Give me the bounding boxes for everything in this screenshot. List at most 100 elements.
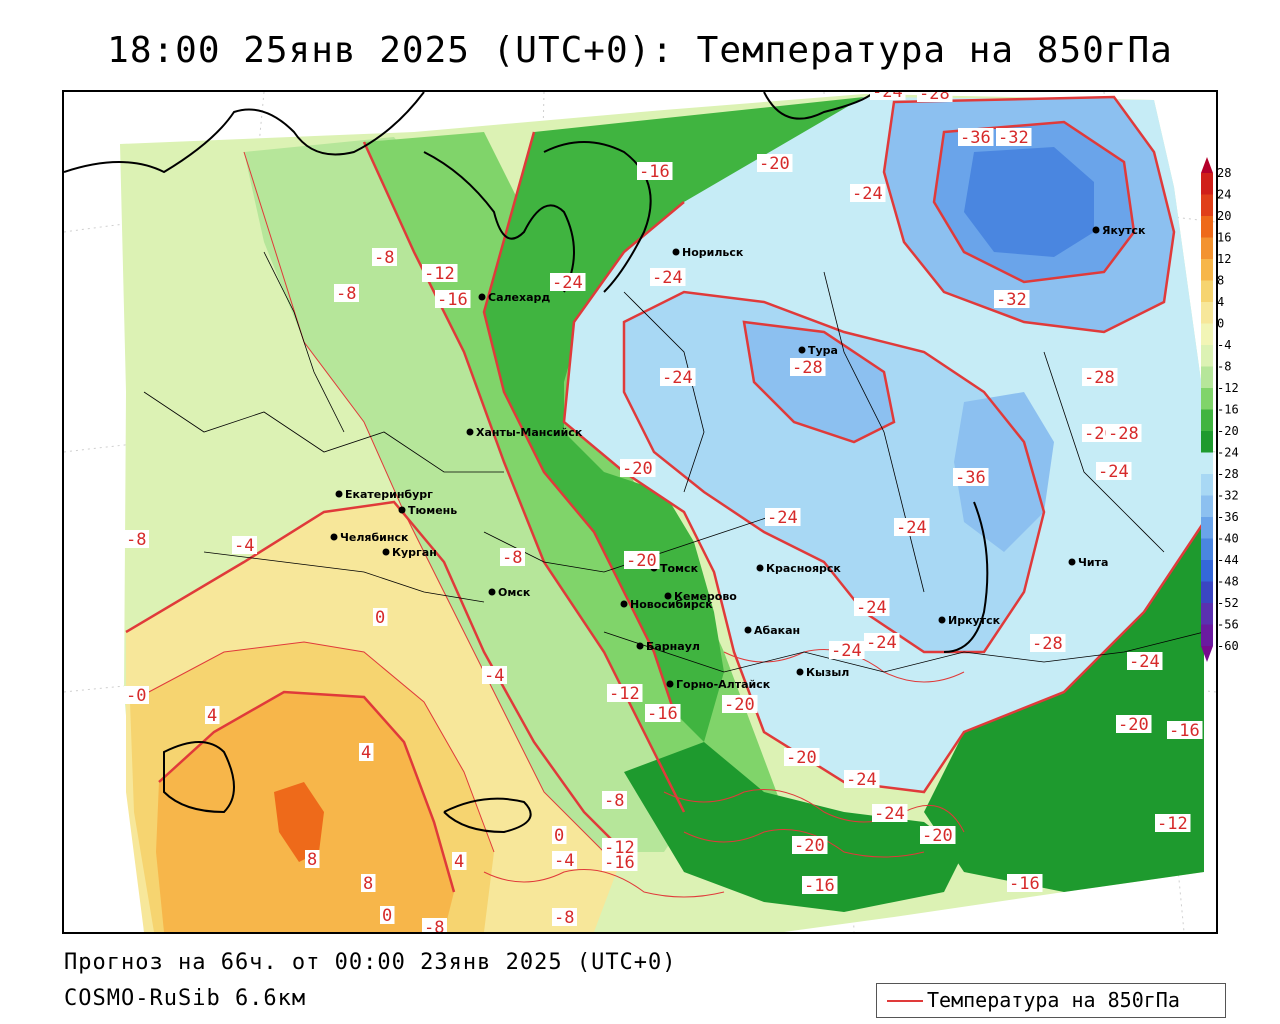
city-marker: [466, 428, 474, 436]
city-marker: [636, 642, 644, 650]
contour-label: -16: [804, 876, 835, 896]
contour-label: 4: [454, 852, 464, 872]
contour-label-bg: [920, 826, 956, 844]
contour-label: -24: [1098, 462, 1129, 482]
contour-label: 8: [307, 850, 317, 870]
colorbar-tick-label: -16: [1217, 403, 1239, 417]
map-canvas: Норильск Якутск Салехард Тура Ханты-Мансийск…: [64, 92, 1216, 932]
contour-label-bg: [894, 518, 930, 536]
contour-label-bg: [422, 918, 447, 932]
contour-label-bg: [917, 92, 953, 102]
contour-label-bg: [435, 290, 471, 308]
colorbar-segment: [1201, 194, 1213, 216]
contour-label: -28: [792, 358, 823, 378]
city-marker: [488, 588, 496, 596]
contour-label-bg: [765, 508, 801, 526]
contour-label-bg: [844, 770, 880, 788]
contour-label-bg: [602, 791, 627, 809]
city-label: Якутск: [1102, 224, 1146, 237]
colorbar-tick-label: -12: [1217, 381, 1239, 395]
city-marker: [1092, 226, 1100, 234]
contour-label-bg: [1096, 462, 1132, 480]
colorbar-segment: [1201, 581, 1213, 603]
contour-label-bg: [958, 128, 994, 146]
contour-label-bg: [660, 368, 696, 386]
contour-label-bg: [784, 748, 820, 766]
city-marker: [620, 600, 628, 608]
colorbar-top-arrow: [1201, 157, 1213, 173]
contour-label: -12: [424, 264, 455, 284]
city-label: Омск: [498, 586, 531, 599]
contour-label: -20: [626, 551, 657, 571]
city-marker: [938, 616, 946, 624]
colorbar-segment: [1201, 237, 1213, 259]
colorbar-segment: [1201, 173, 1213, 195]
contour-labels: -24 -28-36 -32-16 -20-24-8-12-8 -16-24 -24-32…: [124, 92, 1203, 932]
contour-label: -36: [960, 128, 991, 148]
contour-label-bg: [550, 273, 586, 291]
contour-label-bg: [552, 908, 577, 926]
colorbar-segment: [1201, 259, 1213, 281]
contour-label: 4: [207, 706, 217, 726]
legend: Температура на 850гПа: [876, 983, 1226, 1018]
contour-label: 0: [554, 826, 564, 846]
zone-minus20-east: [924, 522, 1204, 892]
contour-label: -0: [126, 686, 146, 706]
map-title: 18:00 25янв 2025 (UTC+0): Температура на…: [107, 30, 1173, 71]
contour-label: -24: [1129, 652, 1160, 672]
contour-label: 0: [382, 906, 392, 926]
contour-label: -8: [424, 918, 444, 932]
colorbar-tick-label: -32: [1217, 489, 1239, 503]
forecast-text: Прогноз на 66ч. от 00:00 23янв 2025 (UTC…: [64, 950, 677, 975]
contour-label-bg: [1030, 634, 1066, 652]
cities: Норильск Якутск Салехард Тура Ханты-Мансийск…: [330, 224, 1146, 691]
city-label: Красноярск: [766, 562, 841, 575]
contour-label: -24: [552, 273, 583, 293]
contour-label-bg: [829, 641, 865, 659]
contour-label: -16: [604, 853, 635, 873]
colorbar-segment: [1201, 560, 1213, 582]
contour-label: -20: [1118, 715, 1149, 735]
colorbar-tick-label: 12: [1217, 252, 1231, 266]
zone-minus28: [624, 292, 1044, 652]
city-marker: [1068, 558, 1076, 566]
zone-minus32-baikal: [954, 392, 1054, 552]
contour-label: -4: [234, 536, 254, 556]
contour-label-bg: [361, 874, 376, 892]
city-marker: [798, 346, 806, 354]
contour-label-bg: [722, 695, 758, 713]
contour-label-bg: [1167, 721, 1203, 739]
contour-label-bg: [953, 468, 989, 486]
colorbar-segment: [1201, 452, 1213, 474]
contour-label-bg: [864, 633, 900, 651]
contour-label-bg: [1127, 652, 1163, 670]
city-label: Томск: [660, 562, 699, 575]
contour-label-bg: [232, 536, 257, 554]
colorbar-tick-label: -20: [1217, 424, 1239, 438]
contour-label-bg: [607, 684, 643, 702]
city-label: Челябинск: [340, 531, 409, 544]
colorbar-tick-label: 28: [1217, 166, 1231, 180]
colorbar-tick-label: -48: [1217, 575, 1239, 589]
city-label: Кемерово: [674, 590, 737, 603]
colorbar-segment: [1201, 323, 1213, 345]
contour-label: -16: [1169, 721, 1200, 741]
contour-label-bg: [996, 128, 1032, 146]
colorbar-segment: [1201, 517, 1213, 539]
colorbar-tick-label: -24: [1217, 446, 1239, 460]
contour-label: -12: [609, 684, 640, 704]
contour-label: -20: [794, 836, 825, 856]
contour-label: 8: [363, 874, 373, 894]
contour-label-bg: [872, 804, 908, 822]
city-marker: [672, 248, 680, 256]
borders: [64, 92, 1205, 834]
colorbar-segment: [1201, 280, 1213, 302]
city-marker: [756, 564, 764, 572]
contour-label: -32: [998, 128, 1029, 148]
temperature-map[interactable]: Норильск Якутск Салехард Тура Ханты-Мансийск…: [62, 90, 1218, 934]
contour-label-bg: [552, 851, 577, 869]
contour-label-bg: [602, 853, 638, 871]
contour-label: -20: [786, 748, 817, 768]
contour-label: -12: [1157, 814, 1188, 834]
contour-label: -20: [922, 826, 953, 846]
